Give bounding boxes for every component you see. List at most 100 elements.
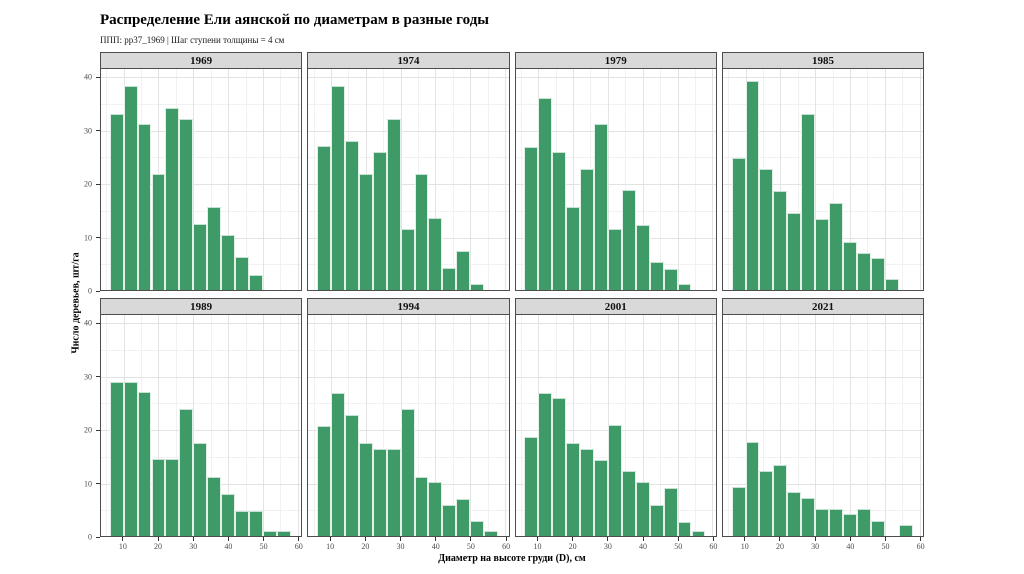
histogram-bar — [801, 113, 816, 290]
histogram-bar — [787, 492, 802, 536]
x-tick-label: 30 — [603, 542, 612, 551]
histogram-bar — [317, 426, 331, 536]
gridline-minor-x — [797, 315, 799, 536]
gridline-major-x — [607, 69, 609, 290]
histogram-bar — [400, 228, 415, 290]
x-tick-mark — [849, 537, 851, 541]
histogram-bar — [165, 459, 180, 536]
histogram-bar — [400, 409, 415, 536]
histogram-bar — [317, 146, 331, 290]
x-tick-mark — [435, 537, 437, 541]
gridline-major-x — [470, 69, 472, 290]
x-tick-label: 30 — [396, 542, 405, 551]
histogram-bar — [456, 498, 471, 536]
x-tick-mark — [122, 537, 124, 541]
histogram-bar — [207, 476, 222, 536]
x-tick-mark — [712, 537, 714, 541]
gridline-major-y — [308, 184, 509, 185]
gridline-major-x — [573, 315, 575, 536]
gridline-minor-x — [520, 315, 522, 536]
gridline-major-y — [101, 130, 302, 132]
histogram-bar — [731, 157, 746, 290]
y-tick-label: 10 — [84, 479, 92, 488]
facet-panel — [721, 314, 925, 537]
y-axis-title-text: Число деревьев, шт/га — [70, 252, 82, 354]
gridline-minor-y — [722, 210, 924, 212]
x-tick-label: 10 — [118, 542, 127, 551]
y-tick-label: 40 — [84, 72, 92, 82]
x-tick-label: 40 — [224, 542, 233, 551]
gridline-major-x — [228, 315, 230, 536]
gridline-major-y — [101, 184, 302, 185]
gridline-minor-y — [101, 157, 302, 159]
histogram-bar — [179, 119, 194, 290]
gridline-major-y — [722, 323, 924, 325]
histogram-bar — [773, 464, 788, 536]
histogram-bar — [898, 525, 913, 536]
facet-1974: 1974 — [307, 52, 510, 291]
histogram-bar — [857, 508, 871, 536]
x-tick-mark — [192, 537, 194, 541]
facet-panel — [100, 68, 303, 291]
chart-title: Распределение Ели аянской по диаметрам в… — [100, 12, 489, 28]
histogram-bar — [524, 146, 539, 290]
histogram-bar — [815, 219, 830, 290]
gridline-major-x — [884, 315, 886, 536]
histogram-bar — [635, 224, 650, 290]
y-tick-label: 10 — [84, 233, 92, 242]
gridline-minor-y — [308, 103, 509, 105]
facet-panel — [307, 68, 510, 291]
facet-1994: 1994 — [307, 298, 510, 537]
x-tick-mark — [329, 537, 331, 541]
histogram-bar — [151, 459, 166, 536]
y-tick-mark — [96, 76, 100, 78]
y-tick-mark — [96, 183, 100, 185]
gridline-minor-x — [210, 69, 212, 290]
histogram-bar — [165, 107, 180, 290]
gridline-major-x — [677, 69, 679, 290]
histogram-bar — [235, 510, 250, 536]
histogram-bar — [330, 393, 345, 536]
histogram-bar — [428, 482, 443, 536]
gridline-minor-x — [210, 315, 212, 536]
gridline-minor-x — [660, 315, 662, 536]
histogram-bar — [829, 508, 844, 536]
facet-strip: 2001 — [514, 298, 717, 315]
histogram-bar — [151, 173, 166, 290]
histogram-bar — [344, 415, 359, 536]
histogram-bar — [773, 190, 788, 290]
y-tick-mark — [96, 290, 100, 292]
gridline-major-y — [308, 130, 509, 132]
histogram-bar — [249, 275, 263, 290]
gridline-minor-y — [308, 403, 509, 405]
histogram-bar — [414, 173, 429, 290]
gridline-minor-x — [832, 315, 834, 536]
histogram-bar — [759, 471, 774, 536]
histogram-bar — [566, 206, 581, 290]
histogram-bar — [607, 425, 622, 536]
histogram-bar — [358, 173, 373, 290]
x-tick-mark — [677, 537, 679, 541]
gridline-major-x — [435, 315, 437, 536]
x-tick-mark — [157, 537, 159, 541]
histogram-bar — [193, 223, 208, 290]
gridline-minor-x — [694, 69, 696, 290]
x-tick-label: 50 — [881, 542, 890, 551]
gridline-major-x — [297, 315, 299, 536]
x-tick-label: 20 — [361, 542, 370, 551]
gridline-major-x — [884, 69, 886, 290]
gridline-major-x — [262, 69, 264, 290]
gridline-minor-x — [313, 315, 315, 536]
gridline-minor-y — [101, 403, 302, 405]
facet-strip: 1985 — [721, 52, 925, 69]
histogram-bar — [552, 152, 567, 290]
gridline-minor-y — [101, 349, 302, 351]
y-tick-label: 30 — [84, 126, 92, 136]
x-tick-label: 20 — [154, 542, 163, 551]
gridline-major-x — [642, 69, 644, 290]
histogram-bar — [677, 284, 692, 290]
histogram-bar — [442, 267, 457, 290]
x-tick-mark — [227, 537, 229, 541]
histogram-bar — [207, 206, 222, 290]
gridline-major-x — [815, 69, 817, 290]
